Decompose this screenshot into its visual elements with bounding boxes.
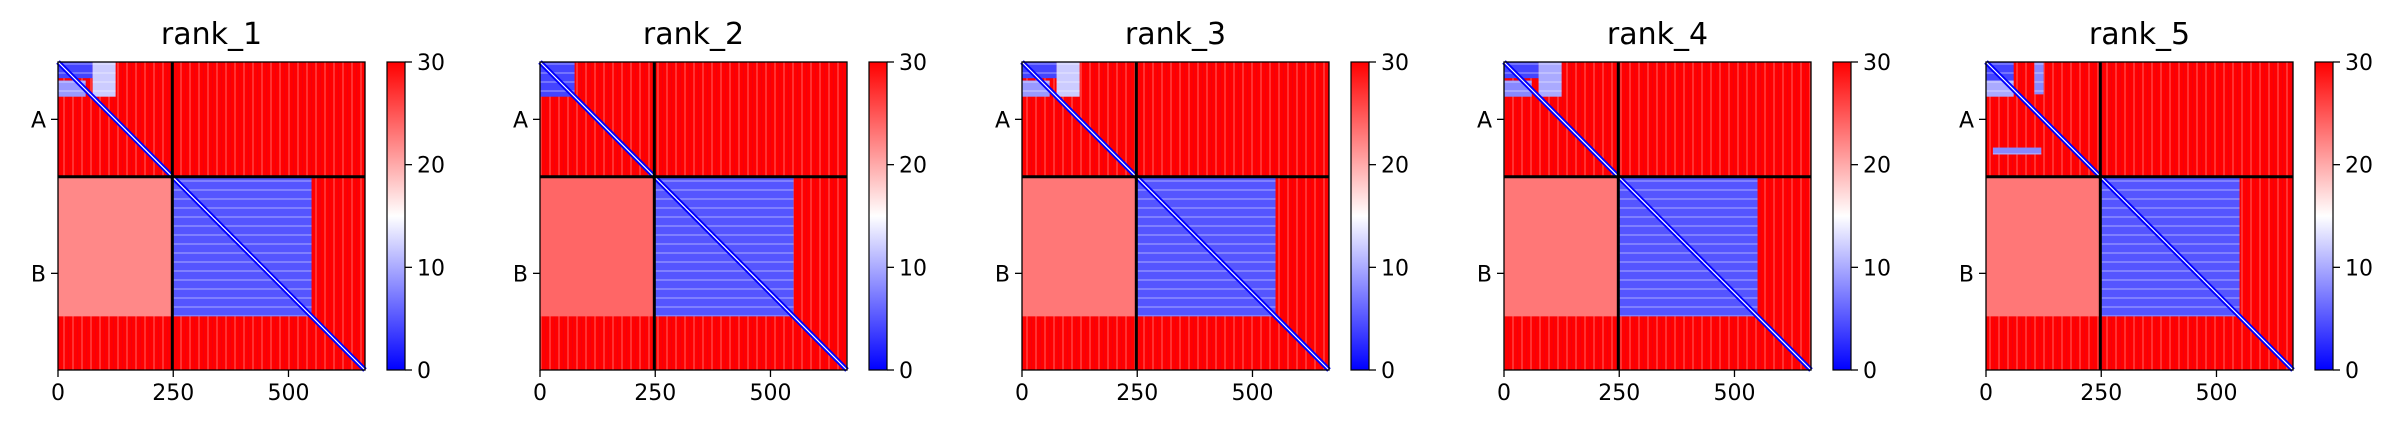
heatmap-block-texture: [1056, 62, 1080, 97]
colorbar-tick-label: 10: [899, 256, 927, 281]
panel-title: rank_2: [643, 17, 744, 52]
x-tick-label: 250: [152, 381, 194, 406]
pae-panel-2: rank_2 0 250 500 A B 0 10 20 30: [513, 17, 927, 406]
axes-frame: [57, 61, 366, 371]
colorbar-tick-label: 0: [2345, 359, 2359, 384]
y-chain-label: A: [31, 108, 46, 133]
axes-frame: [1503, 61, 1812, 371]
x-tick-label: 250: [2080, 381, 2122, 406]
colorbar: [1832, 61, 1852, 371]
x-tick-label: 0: [1979, 381, 1993, 406]
colorbar-tick-label: 20: [2345, 154, 2373, 179]
panel-title: rank_1: [161, 17, 262, 52]
heatmap-block: [1504, 177, 1619, 317]
x-tick-label: 0: [533, 381, 547, 406]
y-chain-label: A: [1959, 108, 1974, 133]
x-tick-label: 500: [1713, 381, 1755, 406]
colorbar-tick-label: 0: [899, 359, 913, 384]
pae-panel-3: rank_3 0 250 500 A B 0 10 20 30: [995, 17, 1409, 406]
panel-title: rank_4: [1607, 17, 1708, 52]
pae-panel-5: rank_5 0 250 500 A B 0 10 20 30: [1959, 17, 2373, 406]
colorbar-tick-label: 30: [417, 51, 445, 76]
colorbar-tick-label: 10: [1863, 256, 1891, 281]
y-chain-label: B: [1959, 262, 1974, 287]
x-tick-label: 0: [1015, 381, 1029, 406]
colorbar-tick-label: 30: [2345, 51, 2373, 76]
colorbar-tick-label: 20: [1863, 154, 1891, 179]
y-chain-label: B: [1477, 262, 1492, 287]
axes-frame: [539, 61, 848, 371]
y-chain-label: A: [1477, 108, 1492, 133]
heatmap-block: [58, 177, 173, 317]
heatmap-block-texture: [2034, 62, 2044, 95]
x-tick-label: 250: [634, 381, 676, 406]
heatmap-block: [1986, 177, 2101, 317]
diagonal-highlight: [1503, 61, 1812, 371]
pae-panel-1: rank_1 0 250 500 A B 0 10 20 30: [31, 17, 445, 406]
colorbar-tick-label: 10: [417, 256, 445, 281]
y-chain-label: B: [513, 262, 528, 287]
x-tick-label: 250: [1116, 381, 1158, 406]
heatmap-block-texture: [92, 62, 116, 97]
panel-title: rank_5: [2089, 17, 2190, 52]
heatmap-block-texture: [1992, 147, 2042, 155]
diagonal-highlight: [1985, 61, 2294, 371]
colorbar: [1350, 61, 1370, 371]
axes-frame: [1021, 61, 1330, 371]
colorbar-tick-label: 30: [1863, 51, 1891, 76]
colorbar-tick-label: 20: [1381, 154, 1409, 179]
colorbar: [868, 61, 888, 371]
colorbar-tick-label: 10: [2345, 256, 2373, 281]
y-chain-label: B: [995, 262, 1010, 287]
colorbar-tick-label: 20: [417, 154, 445, 179]
heatmap-block: [1022, 177, 1137, 317]
colorbar-tick-label: 30: [899, 51, 927, 76]
colorbar-tick-label: 10: [1381, 256, 1409, 281]
colorbar: [2314, 61, 2334, 371]
heatmap-block-texture: [1538, 62, 1562, 97]
colorbar: [386, 61, 406, 371]
colorbar-tick-label: 0: [417, 359, 431, 384]
x-tick-label: 0: [1497, 381, 1511, 406]
y-chain-label: A: [513, 108, 528, 133]
x-tick-label: 0: [51, 381, 65, 406]
x-tick-label: 500: [2195, 381, 2237, 406]
y-chain-label: B: [31, 262, 46, 287]
diagonal-highlight: [57, 61, 366, 371]
diagonal-highlight: [539, 61, 848, 371]
x-tick-label: 500: [1231, 381, 1273, 406]
panel-title: rank_3: [1125, 17, 1226, 52]
y-chain-label: A: [995, 108, 1010, 133]
axes-frame: [1985, 61, 2294, 371]
colorbar-tick-label: 0: [1863, 359, 1877, 384]
x-tick-label: 500: [749, 381, 791, 406]
diagonal-highlight: [1021, 61, 1330, 371]
heatmap-block: [540, 177, 655, 317]
x-tick-label: 500: [267, 381, 309, 406]
x-tick-label: 250: [1598, 381, 1640, 406]
colorbar-tick-label: 20: [899, 154, 927, 179]
colorbar-tick-label: 30: [1381, 51, 1409, 76]
colorbar-tick-label: 0: [1381, 359, 1395, 384]
pae-panel-4: rank_4 0 250 500 A B 0 10 20 30: [1477, 17, 1891, 406]
